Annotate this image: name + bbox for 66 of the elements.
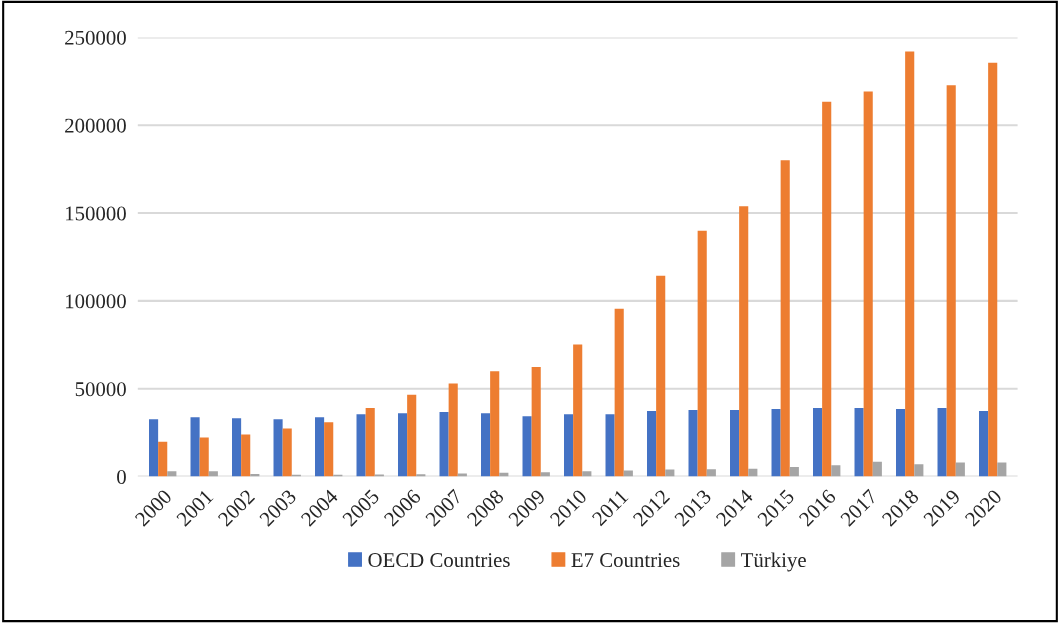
y-tick-label: 50000 (75, 382, 126, 397)
y-tick-label: 150000 (66, 206, 126, 221)
bar (688, 410, 698, 477)
bar (439, 412, 449, 477)
bar (656, 275, 666, 477)
bar (273, 419, 283, 477)
bar (407, 394, 417, 477)
bar (564, 414, 574, 477)
bar (540, 472, 550, 477)
bar (481, 413, 491, 477)
bar (813, 408, 823, 477)
bar (531, 366, 541, 477)
bar (149, 419, 159, 477)
bar (697, 230, 707, 477)
bar (739, 206, 749, 477)
bar (789, 466, 799, 477)
y-tick-label: 100000 (66, 294, 126, 309)
bar (522, 416, 532, 477)
bar (324, 422, 334, 477)
bar (946, 85, 956, 477)
legend-label: OECD Countries (368, 553, 510, 568)
bar (158, 441, 168, 477)
bar (241, 434, 251, 477)
bar (955, 462, 965, 477)
bar (623, 470, 633, 477)
bar (863, 91, 873, 477)
bar (282, 428, 292, 477)
bar (614, 308, 624, 477)
bar (997, 462, 1007, 477)
bar (365, 408, 375, 477)
bar (780, 160, 790, 477)
legend-label: Türkiye (741, 552, 806, 572)
x-tick-label: 2011 (591, 489, 629, 527)
bar (232, 418, 242, 477)
legend-label: E7 Countries (571, 553, 680, 568)
y-tick-label: 200000 (65, 118, 126, 133)
y-tick-label: 0 (117, 469, 126, 485)
y-tick-label: 250000 (65, 30, 126, 45)
bar (647, 411, 657, 477)
bar (167, 471, 177, 477)
bar (356, 414, 366, 477)
bar (831, 465, 841, 477)
bar (199, 437, 209, 477)
bar (315, 417, 325, 477)
bar (979, 411, 989, 477)
bar (457, 473, 467, 477)
bar (730, 410, 740, 477)
bar (937, 408, 947, 477)
bar (582, 471, 592, 477)
bar (771, 408, 781, 477)
bar (872, 461, 882, 477)
bar (988, 62, 998, 477)
bar (490, 371, 500, 477)
bar (822, 101, 832, 477)
bar (854, 408, 864, 477)
bar (896, 408, 906, 477)
bar (190, 417, 200, 477)
bar (706, 469, 716, 477)
bar (374, 474, 384, 477)
bar (448, 383, 458, 477)
bar (914, 464, 924, 477)
bar (398, 413, 408, 477)
bar (905, 51, 915, 477)
bar (208, 471, 218, 477)
bar (605, 414, 615, 477)
bar (573, 344, 583, 477)
